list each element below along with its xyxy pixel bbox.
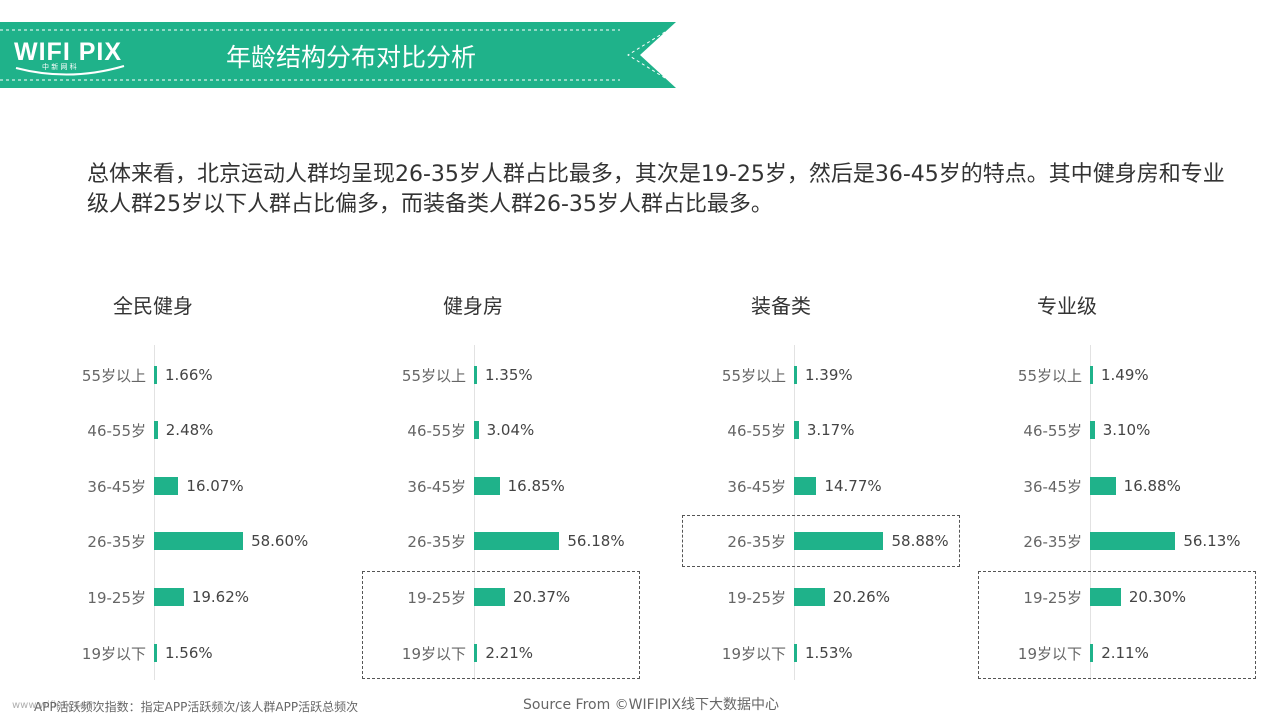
category-label: 19-25岁 [407,589,466,607]
bar [474,421,479,439]
value-label: 58.88% [891,532,949,550]
value-label: 3.17% [806,421,855,439]
category-label: 46-55岁 [407,422,466,440]
bar [1090,477,1116,495]
category-label: 19岁以下 [1017,645,1082,663]
category-label: 46-55岁 [727,422,786,440]
bar [474,644,478,662]
value-label: 20.30% [1128,588,1187,606]
bar [794,477,817,495]
highlight-box [362,571,640,679]
category-label: 55岁以上 [721,367,786,385]
source-note: Source From ©WIFIPIX线下大数据中心 [523,697,779,713]
axis-line [154,345,155,680]
category-label: 19岁以下 [721,645,786,663]
bar [1090,366,1093,384]
value-label: 20.37% [512,588,571,606]
bar [154,421,158,439]
panel-title: 全民健身 [113,294,193,318]
category-label: 19岁以下 [401,645,466,663]
category-label: 46-55岁 [87,422,146,440]
bar [1090,532,1176,550]
category-label: 55岁以上 [81,367,146,385]
summary-text: 总体来看，北京运动人群均呈现26-35岁人群占比最多，其次是19-25岁，然后是… [87,162,1225,217]
wifipix-logo: WIFI PIX [14,38,122,66]
bar [474,366,477,384]
value-label: 2.48% [165,421,214,439]
category-label: 19岁以下 [81,645,146,663]
bar [1090,421,1095,439]
bar [1090,588,1121,606]
value-label: 19.62% [191,588,250,606]
value-label: 1.53% [805,644,853,662]
highlight-box [978,571,1256,679]
value-label: 16.07% [186,477,244,495]
panel-title: 健身房 [443,294,503,318]
category-label: 36-45岁 [87,478,146,496]
axis-line [1090,345,1091,680]
logo-subtext: 中 新 网 科 [42,63,77,71]
bar [794,421,799,439]
category-label: 36-45岁 [727,478,786,496]
bar [154,477,179,495]
panel-title: 专业级 [1037,294,1097,318]
value-label: 1.49% [1101,366,1149,384]
value-label: 56.13% [1183,532,1241,550]
value-label: 2.11% [1101,644,1149,662]
panel-title: 装备类 [751,294,811,318]
value-label: 56.18% [567,532,625,550]
highlight-box [682,515,960,567]
bar [154,644,157,662]
value-label: 58.60% [251,532,309,550]
value-label: 16.85% [507,477,565,495]
value-label: 20.26% [832,588,890,606]
bar [154,366,157,384]
header-banner [0,22,676,88]
bar [154,532,244,550]
bar [794,532,884,550]
bar [1090,644,1094,662]
category-label: 36-45岁 [1023,478,1082,496]
bar [794,588,825,606]
category-label: 19-25岁 [1023,589,1082,607]
value-label: 1.56% [165,644,213,662]
watermark: www.wifipix.com [12,700,96,711]
category-label: 19-25岁 [87,589,146,607]
value-label: 3.04% [486,421,535,439]
category-label: 46-55岁 [1023,422,1082,440]
value-label: 3.10% [1102,421,1151,439]
value-label: 16.88% [1123,477,1181,495]
axis-line [474,345,475,680]
axis-line [794,345,795,680]
value-label: 1.39% [805,366,853,384]
bar [474,588,505,606]
category-label: 26-35岁 [407,533,466,551]
footnote: APP活跃频次指数：指定APP活跃频次/该人群APP活跃总频次 [34,700,359,714]
category-label: 19-25岁 [727,589,786,607]
category-label: 55岁以上 [401,367,466,385]
bar [794,644,797,662]
category-label: 26-35岁 [87,533,146,551]
bar [474,532,560,550]
category-label: 55岁以上 [1017,367,1082,385]
bar [474,477,500,495]
value-label: 1.35% [485,366,533,384]
category-label: 36-45岁 [407,478,466,496]
bar [794,366,797,384]
category-label: 26-35岁 [1023,533,1082,551]
value-label: 14.77% [824,477,882,495]
page-title: 年龄结构分布对比分析 [226,43,477,72]
bar [154,588,184,606]
category-label: 26-35岁 [727,533,786,551]
value-label: 1.66% [165,366,213,384]
value-label: 2.21% [485,644,533,662]
